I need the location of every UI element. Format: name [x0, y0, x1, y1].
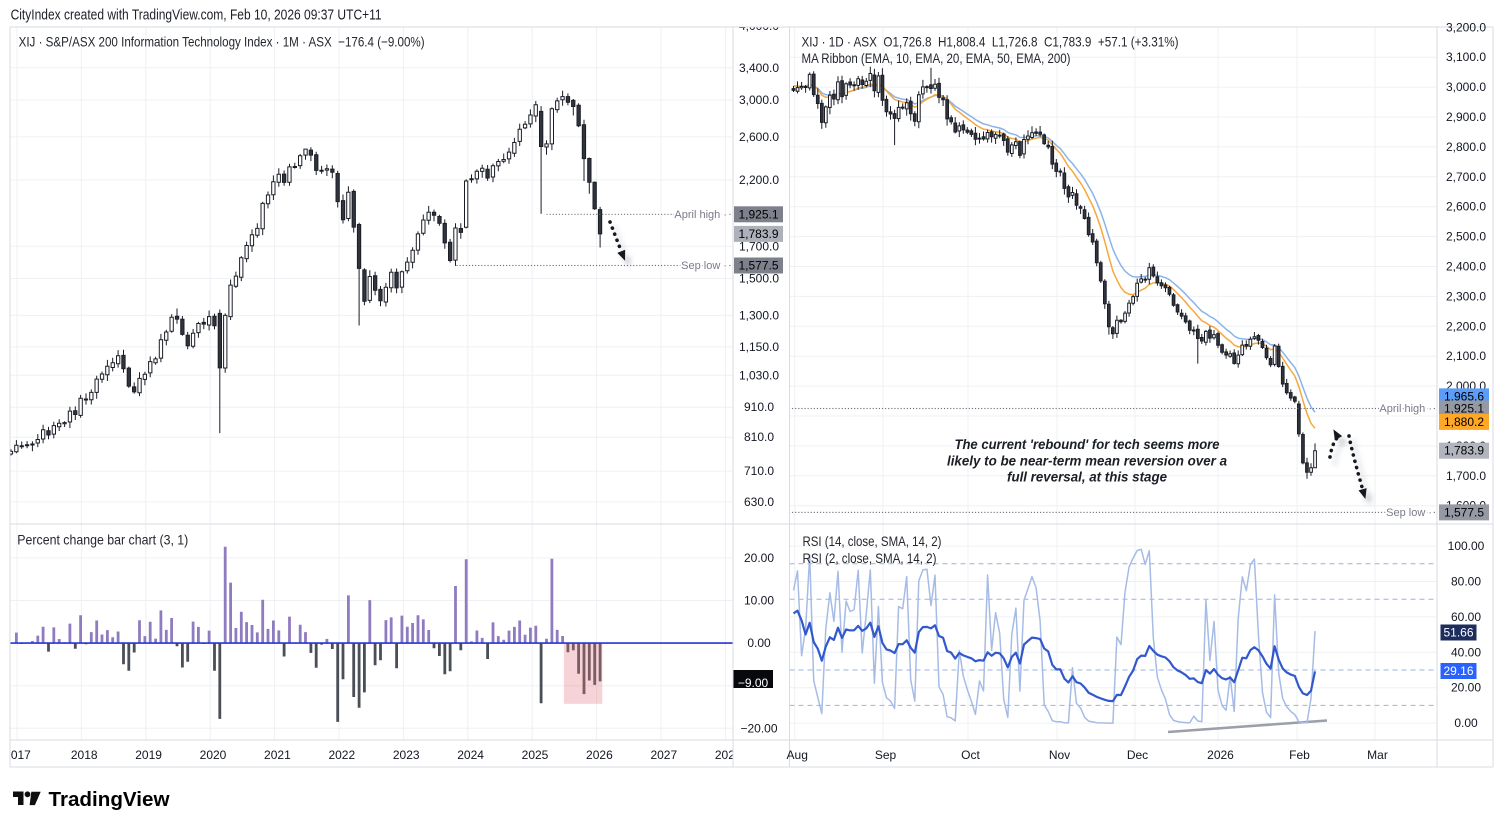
svg-text:100.00: 100.00 [1448, 539, 1485, 553]
svg-text:2,500.0: 2,500.0 [1446, 230, 1486, 244]
svg-text:0.00: 0.00 [747, 636, 771, 650]
svg-text:2017: 2017 [4, 748, 31, 762]
svg-text:Sep low ·: Sep low · [681, 260, 727, 272]
svg-text:2,600.0: 2,600.0 [739, 130, 779, 144]
svg-text:1,700.0: 1,700.0 [1446, 469, 1486, 483]
svg-text:40.00: 40.00 [1451, 645, 1481, 659]
svg-text:2027: 2027 [650, 748, 677, 762]
svg-text:2020: 2020 [200, 748, 227, 762]
svg-text:3,000.0: 3,000.0 [739, 93, 779, 107]
svg-text:910.0: 910.0 [744, 400, 774, 414]
svg-text:Sep low ·: Sep low · [1386, 507, 1432, 519]
svg-text:likely to be near-term mean re: likely to be near-term mean reversion ov… [947, 453, 1227, 469]
svg-text:MA Ribbon (EMA, 10, EMA, 20, E: MA Ribbon (EMA, 10, EMA, 20, EMA, 50, EM… [802, 50, 1071, 66]
svg-text:April high ·: April high · [674, 209, 727, 221]
svg-text:2022: 2022 [328, 748, 355, 762]
svg-text:1,030.0: 1,030.0 [739, 368, 779, 382]
svg-text:80.00: 80.00 [1451, 575, 1481, 589]
svg-text:RSI (2, close, SMA, 14, 2): RSI (2, close, SMA, 14, 2) [803, 550, 937, 566]
svg-text:710.0: 710.0 [744, 464, 774, 478]
svg-text:3,000.0: 3,000.0 [1446, 80, 1486, 94]
svg-text:3,100.0: 3,100.0 [1446, 50, 1486, 64]
svg-text:1,700.0: 1,700.0 [739, 239, 779, 253]
svg-text:1,783.9: 1,783.9 [1444, 444, 1484, 458]
svg-text:Aug: Aug [787, 748, 808, 762]
svg-text:1,300.0: 1,300.0 [739, 308, 779, 322]
svg-text:4,000.0: 4,000.0 [739, 19, 779, 33]
svg-text:−9.00: −9.00 [738, 676, 769, 690]
svg-text:810.0: 810.0 [744, 430, 774, 444]
svg-text:2026: 2026 [1207, 748, 1234, 762]
svg-text:Feb: Feb [1289, 748, 1310, 762]
svg-text:2021: 2021 [264, 748, 291, 762]
svg-text:630.0: 630.0 [744, 495, 774, 509]
svg-text:Nov: Nov [1049, 748, 1070, 762]
svg-text:Mar: Mar [1367, 748, 1388, 762]
svg-text:51.66: 51.66 [1443, 626, 1473, 640]
svg-text:2,900.0: 2,900.0 [1446, 110, 1486, 124]
svg-text:The current 'rebound' for tech: The current 'rebound' for tech seems mor… [955, 437, 1220, 453]
svg-text:1,880.2: 1,880.2 [1444, 415, 1484, 429]
svg-text:2018: 2018 [71, 748, 98, 762]
svg-text:1,577.5: 1,577.5 [1444, 505, 1484, 519]
svg-text:3,200.0: 3,200.0 [1446, 20, 1486, 34]
svg-text:Percent change bar chart (3, 1: Percent change bar chart (3, 1) [17, 532, 188, 548]
svg-text:RSI (14, close, SMA, 14, 2): RSI (14, close, SMA, 14, 2) [803, 533, 942, 549]
svg-text:2,300.0: 2,300.0 [1446, 289, 1486, 303]
svg-text:60.00: 60.00 [1451, 610, 1481, 624]
svg-text:1,577.5: 1,577.5 [738, 259, 778, 273]
svg-text:2,800.0: 2,800.0 [1446, 140, 1486, 154]
svg-text:TradingView: TradingView [49, 788, 170, 811]
svg-text:Dec: Dec [1127, 748, 1148, 762]
svg-text:10.00: 10.00 [744, 594, 774, 608]
svg-text:April high ·: April high · [1379, 403, 1432, 415]
svg-text:1,783.9: 1,783.9 [738, 227, 778, 241]
svg-text:Sep: Sep [875, 748, 897, 762]
svg-text:2,700.0: 2,700.0 [1446, 170, 1486, 184]
svg-text:2,200.0: 2,200.0 [739, 173, 779, 187]
svg-text:2026: 2026 [586, 748, 613, 762]
svg-text:2,200.0: 2,200.0 [1446, 319, 1486, 333]
svg-text:0.00: 0.00 [1454, 716, 1478, 730]
svg-text:20.00: 20.00 [1451, 681, 1481, 695]
svg-text:20.00: 20.00 [744, 551, 774, 565]
svg-text:full reversal, at this stage: full reversal, at this stage [1007, 470, 1167, 486]
svg-text:2023: 2023 [393, 748, 420, 762]
svg-text:1,925.1: 1,925.1 [1444, 402, 1484, 416]
svg-text:1,965.6: 1,965.6 [1444, 389, 1484, 403]
svg-text:2024: 2024 [457, 748, 484, 762]
svg-text:2019: 2019 [135, 748, 162, 762]
svg-text:1,925.1: 1,925.1 [738, 207, 778, 221]
svg-text:2,400.0: 2,400.0 [1446, 260, 1486, 274]
svg-text:XIJ · 1D · ASX O1,726.8 H1,8: XIJ · 1D · ASX O1,726.8 H1,808.4 L1,726.… [802, 34, 1179, 50]
svg-text:1,150.0: 1,150.0 [739, 340, 779, 354]
svg-text:2028: 2028 [715, 748, 742, 762]
svg-text:2,600.0: 2,600.0 [1446, 200, 1486, 214]
svg-text:CityIndex created with Trading: CityIndex created with TradingView.com, … [11, 8, 382, 24]
svg-text:Oct: Oct [961, 748, 980, 762]
svg-text:2025: 2025 [522, 748, 549, 762]
svg-text:2,100.0: 2,100.0 [1446, 349, 1486, 363]
svg-text:29.16: 29.16 [1443, 664, 1473, 678]
svg-text:1,500.0: 1,500.0 [739, 272, 779, 286]
svg-text:3,400.0: 3,400.0 [739, 61, 779, 75]
svg-text:−20.00: −20.00 [740, 721, 777, 735]
svg-text:XIJ · S&P/ASX 200 Information: XIJ · S&P/ASX 200 Information Technology… [19, 34, 425, 50]
